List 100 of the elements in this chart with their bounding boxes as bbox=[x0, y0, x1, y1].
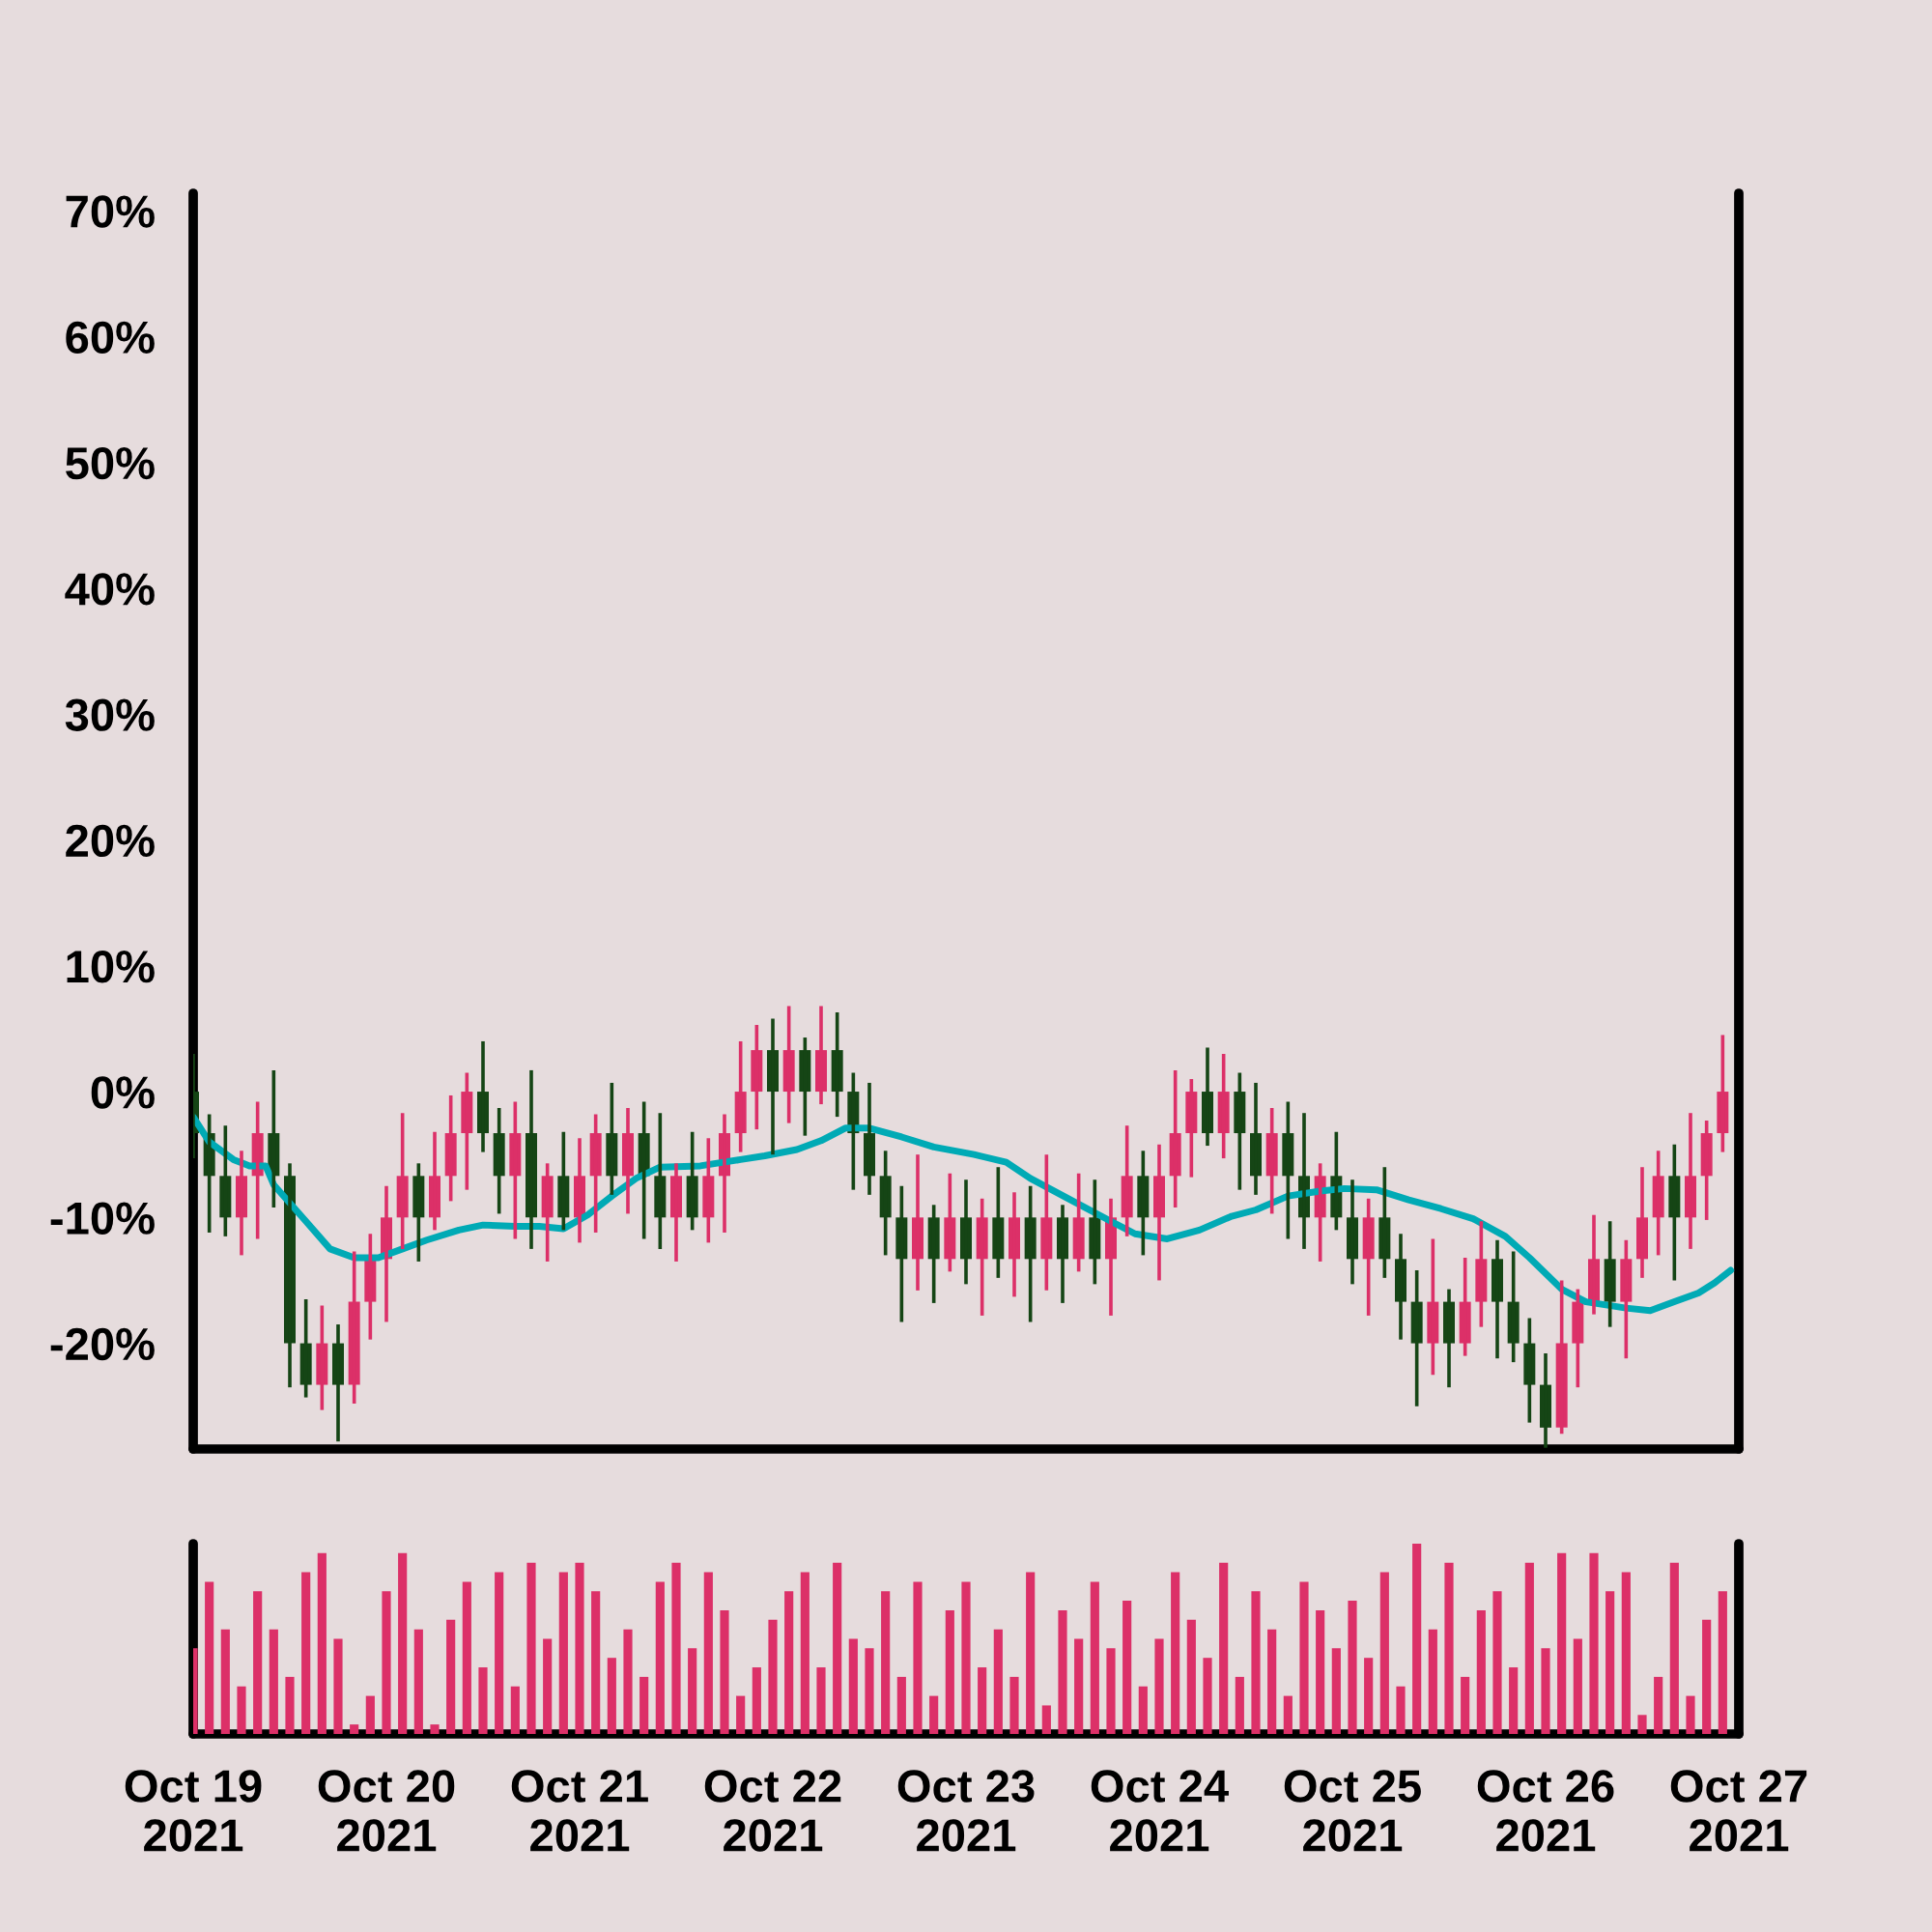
bar bbox=[1058, 1609, 1067, 1734]
bar bbox=[1461, 1676, 1470, 1734]
bar bbox=[1605, 1591, 1615, 1734]
bar bbox=[1026, 1572, 1036, 1734]
bar bbox=[1428, 1629, 1437, 1734]
bar bbox=[350, 1724, 359, 1734]
bar bbox=[639, 1676, 649, 1734]
bar bbox=[1702, 1619, 1712, 1734]
y-tick-label: 10% bbox=[67, 950, 155, 983]
bar bbox=[365, 1695, 375, 1734]
bar bbox=[1186, 1619, 1196, 1734]
bar bbox=[1283, 1695, 1293, 1734]
bar bbox=[1171, 1572, 1180, 1734]
bar bbox=[688, 1648, 697, 1734]
bar bbox=[671, 1562, 681, 1734]
bar bbox=[1557, 1552, 1567, 1734]
x-tick-label: Oct 22 2021 bbox=[704, 1770, 841, 1852]
bar bbox=[430, 1724, 440, 1734]
bar bbox=[736, 1695, 746, 1734]
bar bbox=[575, 1562, 584, 1734]
bar bbox=[1589, 1552, 1599, 1734]
bar bbox=[1316, 1609, 1325, 1734]
bar bbox=[1138, 1686, 1148, 1734]
bar bbox=[301, 1572, 311, 1734]
bar bbox=[398, 1552, 408, 1734]
bar bbox=[1476, 1609, 1486, 1734]
bar bbox=[1299, 1581, 1309, 1734]
y-tick-label: 60% bbox=[66, 321, 155, 355]
bar bbox=[655, 1581, 665, 1734]
bar bbox=[1541, 1648, 1550, 1734]
x-tick-label: Oct 19 2021 bbox=[125, 1770, 262, 1852]
bar bbox=[1573, 1638, 1582, 1734]
bar bbox=[1122, 1601, 1132, 1734]
bar bbox=[1444, 1562, 1454, 1734]
bar bbox=[929, 1695, 939, 1734]
y-tick-label: 50% bbox=[66, 446, 155, 480]
bar bbox=[752, 1667, 761, 1734]
bar bbox=[1106, 1648, 1116, 1734]
y-tick-label: -10% bbox=[50, 1202, 155, 1235]
y-tick-label: 40% bbox=[65, 573, 155, 606]
bar bbox=[1235, 1676, 1244, 1734]
bar bbox=[317, 1552, 327, 1734]
bar bbox=[253, 1591, 263, 1734]
bar bbox=[945, 1609, 954, 1734]
bar bbox=[1203, 1658, 1212, 1734]
bar bbox=[703, 1572, 713, 1734]
bar bbox=[1396, 1686, 1406, 1734]
x-tick-label: Oct 27 2021 bbox=[1670, 1770, 1807, 1852]
bar bbox=[784, 1591, 794, 1734]
y-tick-label: 20% bbox=[66, 824, 155, 858]
bar bbox=[462, 1581, 471, 1734]
x-tick-label: Oct 25 2021 bbox=[1284, 1770, 1421, 1852]
bar bbox=[1509, 1667, 1519, 1734]
y-tick-label: 0% bbox=[91, 1076, 155, 1109]
bar bbox=[1090, 1581, 1099, 1734]
x-tick-label: Oct 24 2021 bbox=[1091, 1770, 1229, 1852]
bar bbox=[848, 1638, 858, 1734]
y-tick-label: 70% bbox=[66, 195, 155, 228]
y-tick-label: 30% bbox=[65, 698, 155, 731]
bar bbox=[1637, 1715, 1647, 1734]
bar bbox=[1718, 1591, 1727, 1734]
bar bbox=[1009, 1676, 1019, 1734]
bar bbox=[1154, 1638, 1164, 1734]
bar bbox=[495, 1572, 504, 1734]
bar bbox=[607, 1658, 616, 1734]
bar bbox=[1621, 1572, 1631, 1734]
bar bbox=[1524, 1562, 1534, 1734]
bar bbox=[913, 1581, 923, 1734]
bar bbox=[978, 1667, 987, 1734]
bar bbox=[237, 1686, 246, 1734]
bar bbox=[1492, 1591, 1502, 1734]
bar bbox=[1686, 1695, 1695, 1734]
bar bbox=[1654, 1676, 1663, 1734]
bar bbox=[446, 1619, 456, 1734]
bar bbox=[896, 1676, 906, 1734]
bar bbox=[478, 1667, 488, 1734]
x-tick-label: Oct 23 2021 bbox=[897, 1770, 1035, 1852]
x-tick-label: Oct 26 2021 bbox=[1477, 1770, 1614, 1852]
bar bbox=[413, 1629, 423, 1734]
bar bbox=[1251, 1591, 1261, 1734]
y-tick-label: -20% bbox=[50, 1327, 155, 1361]
bar bbox=[816, 1667, 826, 1734]
bar bbox=[1074, 1638, 1084, 1734]
bar bbox=[510, 1686, 520, 1734]
bar bbox=[800, 1572, 810, 1734]
bar bbox=[1412, 1544, 1422, 1734]
bar bbox=[269, 1629, 278, 1734]
bar bbox=[333, 1638, 343, 1734]
bar bbox=[591, 1591, 601, 1734]
bar bbox=[382, 1591, 391, 1734]
bar bbox=[1379, 1572, 1389, 1734]
bar bbox=[720, 1609, 729, 1734]
bar bbox=[1669, 1562, 1679, 1734]
x-tick-label: Oct 20 2021 bbox=[318, 1770, 455, 1852]
bar bbox=[543, 1638, 553, 1734]
bar bbox=[1348, 1601, 1357, 1734]
bar bbox=[205, 1581, 214, 1734]
bar bbox=[220, 1629, 230, 1734]
bar bbox=[865, 1648, 874, 1734]
bar bbox=[833, 1562, 842, 1734]
